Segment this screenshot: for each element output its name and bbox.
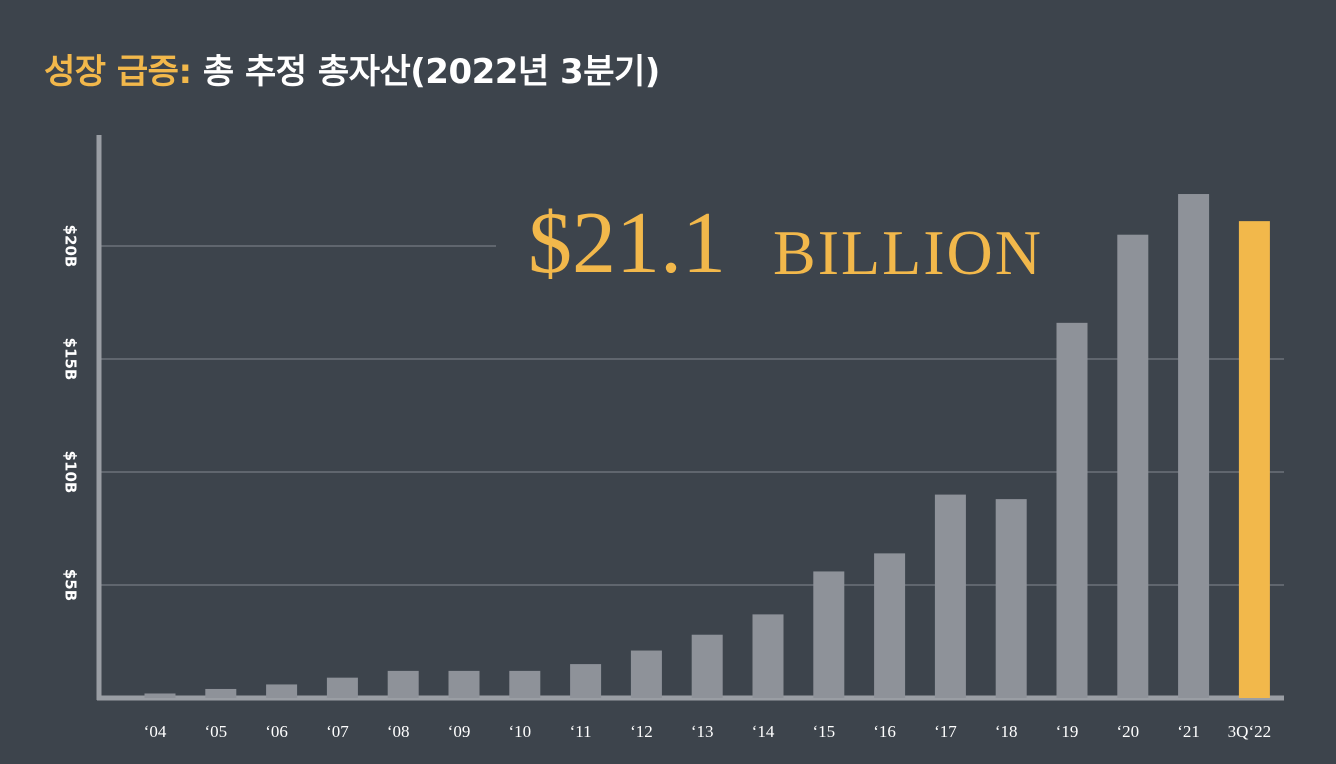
title-accent: 성장 급증: — [44, 52, 192, 92]
gridlines — [99, 245, 1284, 586]
bar — [1056, 322, 1088, 698]
chart-title: 성장 급증: 총 추정 총자산(2022년 3분기) — [44, 44, 660, 93]
bar — [326, 677, 358, 698]
x-tick-label: ‘21 — [1177, 722, 1200, 741]
callout-amount: $21.1 — [528, 195, 726, 292]
bars — [144, 194, 1270, 698]
x-tick-label: ‘17 — [934, 722, 957, 741]
bar — [934, 494, 966, 698]
bar — [1178, 194, 1210, 698]
bar — [995, 499, 1027, 698]
y-tick-label: $10B — [62, 451, 80, 494]
bar — [630, 650, 662, 698]
x-tick-label: ‘18 — [995, 722, 1018, 741]
bar — [448, 670, 480, 698]
y-tick-label: $5B — [62, 569, 80, 601]
bar — [813, 571, 845, 698]
bar-highlight — [1238, 221, 1270, 698]
x-tick-label: ‘19 — [1056, 722, 1079, 741]
y-tick-labels: $5B $10B $15B $20B — [62, 225, 80, 602]
x-tick-label: ‘20 — [1116, 722, 1139, 741]
y-tick-label: $15B — [62, 338, 80, 381]
bar — [205, 688, 237, 698]
x-tick-label: ‘06 — [265, 722, 288, 741]
bar — [266, 684, 298, 698]
callout-unit: BILLION — [773, 217, 1043, 288]
y-tick-label: $20B — [62, 225, 80, 268]
bar — [509, 670, 541, 698]
x-tick-label: ‘08 — [387, 722, 410, 741]
title-rest: 총 추정 총자산(2022년 3분기) — [202, 52, 660, 92]
bar — [570, 664, 602, 698]
bar — [874, 553, 906, 698]
bar — [691, 634, 723, 698]
x-tick-label: ‘12 — [630, 722, 653, 741]
x-tick-label: ‘05 — [204, 722, 227, 741]
x-tick-label: ‘04 — [144, 722, 167, 741]
x-tick-label: ‘11 — [570, 722, 592, 741]
x-tick-labels: ‘04 ‘05 ‘06 ‘07 ‘08 ‘09 ‘10 ‘11 ‘12 ‘13 ‘14 ‘15 ‘16 ‘… — [144, 722, 1271, 741]
bar — [1117, 234, 1149, 698]
bar — [752, 614, 784, 698]
x-tick-label: 3Q‘22 — [1228, 722, 1271, 741]
x-tick-label: ‘07 — [326, 722, 349, 741]
x-tick-label: ‘13 — [691, 722, 714, 741]
x-tick-label: ‘09 — [448, 722, 471, 741]
x-tick-label: ‘16 — [873, 722, 896, 741]
x-tick-label: ‘14 — [752, 722, 775, 741]
bar — [144, 693, 176, 698]
bar — [387, 670, 419, 698]
x-tick-label: ‘15 — [812, 722, 835, 741]
x-tick-label: ‘10 — [508, 722, 531, 741]
